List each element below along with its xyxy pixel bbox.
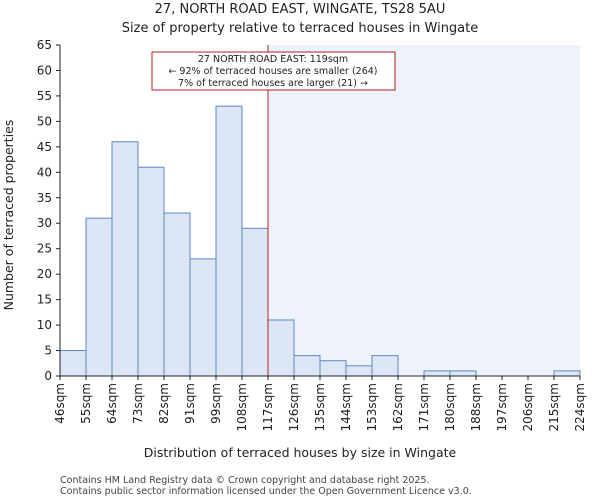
bar-126sqm: [293, 355, 321, 377]
bar-91sqm: [189, 258, 217, 377]
x-tick-label: 224sqm: [573, 383, 587, 431]
x-tick-label: 126sqm: [287, 383, 301, 431]
bar-46sqm: [59, 350, 87, 377]
bar-55sqm: [85, 217, 113, 377]
y-tick-label: 30: [37, 216, 52, 230]
footer-line-1: Contains HM Land Registry data © Crown c…: [60, 475, 430, 486]
annotation-line-3: 7% of terraced houses are larger (21) →: [178, 78, 368, 89]
y-tick-label: 10: [37, 318, 52, 332]
x-tick-label: 64sqm: [105, 383, 119, 424]
x-tick-label: 153sqm: [365, 383, 379, 431]
x-tick-label: 171sqm: [417, 383, 431, 431]
bar-135sqm: [319, 360, 347, 377]
bar-215sqm: [553, 370, 581, 377]
x-tick-label: 188sqm: [469, 383, 483, 431]
bar-153sqm: [371, 355, 399, 377]
bar-108sqm: [241, 227, 269, 377]
x-tick-label: 197sqm: [495, 383, 509, 431]
annotation-box: [151, 51, 396, 91]
bar-64sqm: [111, 141, 139, 377]
bar-73sqm: [137, 166, 165, 377]
y-tick-label: 60: [37, 63, 52, 77]
x-axis: 46sqm 55sqm 64sqm 73sqm 82sqm 91sqm 99sqm 108sq…: [53, 375, 587, 431]
annotation-line-2: ← 92% of terraced houses are smaller (26…: [168, 66, 377, 77]
y-tick-label: 45: [37, 140, 52, 154]
y-tick-label: 65: [37, 38, 52, 52]
x-tick-label: 82sqm: [157, 383, 171, 424]
x-tick-label: 180sqm: [443, 383, 457, 431]
x-tick-label: 73sqm: [131, 383, 145, 424]
x-tick-label: 108sqm: [235, 383, 249, 431]
chart-title: 27, NORTH ROAD EAST, WINGATE, TS28 5AU: [155, 2, 446, 17]
y-tick-label: 5: [44, 344, 52, 358]
bar-144sqm: [345, 365, 373, 377]
bar-171sqm: [423, 370, 451, 377]
x-tick-label: 135sqm: [313, 383, 327, 431]
x-tick-label: 215sqm: [547, 383, 561, 431]
bar-117sqm: [267, 319, 295, 377]
x-tick-label: 55sqm: [79, 383, 93, 424]
x-tick-label: 144sqm: [339, 383, 353, 431]
footer-line-2: Contains public sector information licen…: [60, 486, 472, 497]
x-tick-label: 91sqm: [183, 383, 197, 424]
y-tick-label: 25: [37, 242, 52, 256]
y-tick-label: 50: [37, 114, 52, 128]
x-axis-label: Distribution of terraced houses by size …: [144, 445, 457, 460]
larger-properties-region: [268, 45, 580, 376]
bar-82sqm: [163, 212, 191, 377]
x-tick-label: 99sqm: [209, 383, 223, 424]
y-tick-label: 0: [44, 369, 52, 383]
y-tick-label: 15: [37, 293, 52, 307]
x-tick-label: 206sqm: [521, 383, 535, 431]
bars: [59, 105, 581, 377]
y-axis-label: Number of terraced properties: [1, 120, 16, 311]
y-tick-label: 20: [37, 267, 52, 281]
y-tick-label: 55: [37, 89, 52, 103]
annotation-line-1: 27 NORTH ROAD EAST: 119sqm: [198, 54, 348, 65]
y-axis: 0 5 10 15 20 25 30 35 40 45 50 55 60 65: [37, 38, 61, 383]
x-tick-label: 117sqm: [261, 383, 275, 431]
bar-99sqm: [215, 105, 243, 377]
bar-180sqm: [449, 370, 477, 377]
x-tick-label: 46sqm: [53, 383, 67, 424]
y-tick-label: 40: [37, 165, 52, 179]
y-tick-label: 35: [37, 191, 52, 205]
marker-annotation: 27 NORTH ROAD EAST: 119sqm ← 92% of terr…: [151, 51, 396, 91]
x-tick-label: 162sqm: [391, 383, 405, 431]
chart-subtitle: Size of property relative to terraced ho…: [122, 21, 479, 36]
